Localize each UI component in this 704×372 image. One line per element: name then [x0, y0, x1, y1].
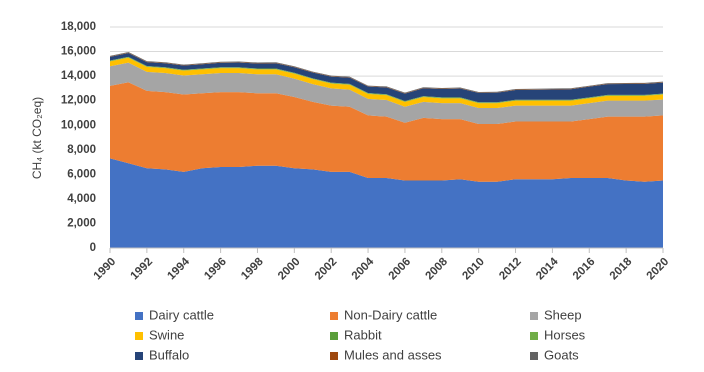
legend-swatch: [330, 312, 338, 320]
x-tick-label: 2018: [608, 255, 635, 282]
y-tick-label: 16,000: [61, 46, 96, 58]
y-tick-label: 8,000: [67, 144, 96, 156]
legend-label: Horses: [544, 327, 586, 342]
x-tick-label: 2008: [423, 255, 450, 282]
area: [110, 82, 663, 182]
y-tick-label: 0: [90, 242, 96, 254]
area: [110, 158, 663, 248]
x-tick-label: 2006: [387, 256, 414, 283]
legend-swatch: [330, 352, 338, 360]
x-tick-label: 1992: [129, 256, 156, 283]
area: [110, 52, 663, 94]
y-tick-label: 12,000: [61, 95, 96, 107]
x-tick-label: 2014: [534, 255, 561, 282]
x-tick-label: 1996: [202, 256, 229, 283]
legend-label: Non-Dairy cattle: [344, 307, 437, 322]
x-tick-label: 1990: [92, 256, 119, 283]
x-tick-label: 2020: [645, 256, 672, 283]
y-tick-label: 10,000: [61, 119, 96, 131]
x-tick-label: 2002: [313, 256, 340, 283]
x-tick-label: 1994: [165, 255, 192, 282]
legend-label: Dairy cattle: [149, 307, 214, 322]
legend-swatch: [530, 312, 538, 320]
y-tick-label: 18,000: [61, 21, 96, 33]
y-axis-label: CH₄ (kt CO₂eq): [30, 97, 44, 179]
legend-label: Mules and asses: [344, 347, 442, 362]
x-tick-label: 2012: [497, 256, 524, 283]
legend-label: Swine: [149, 327, 184, 342]
legend-label: Buffalo: [149, 347, 189, 362]
legend-label: Goats: [544, 347, 579, 362]
legend-swatch: [135, 312, 143, 320]
legend-swatch: [330, 332, 338, 340]
y-tick-label: 2,000: [67, 217, 96, 229]
y-tick-label: 14,000: [61, 70, 96, 82]
x-tick-label: 2010: [460, 256, 487, 283]
area: [110, 56, 663, 103]
area: [110, 62, 663, 124]
legend-label: Rabbit: [344, 327, 382, 342]
area: [110, 57, 663, 109]
x-tick-label: 2016: [571, 256, 598, 283]
y-tick-label: 4,000: [67, 193, 96, 205]
x-tick-label: 2004: [350, 255, 377, 282]
legend-swatch: [135, 332, 143, 340]
area: [110, 52, 663, 94]
y-tick-label: 6,000: [67, 168, 96, 180]
legend-label: Sheep: [544, 307, 582, 322]
legend-swatch: [135, 352, 143, 360]
legend-swatch: [530, 352, 538, 360]
x-tick-label: 2000: [276, 256, 303, 283]
area: [110, 53, 663, 103]
legend-swatch: [530, 332, 538, 340]
x-tick-label: 1998: [239, 255, 266, 282]
